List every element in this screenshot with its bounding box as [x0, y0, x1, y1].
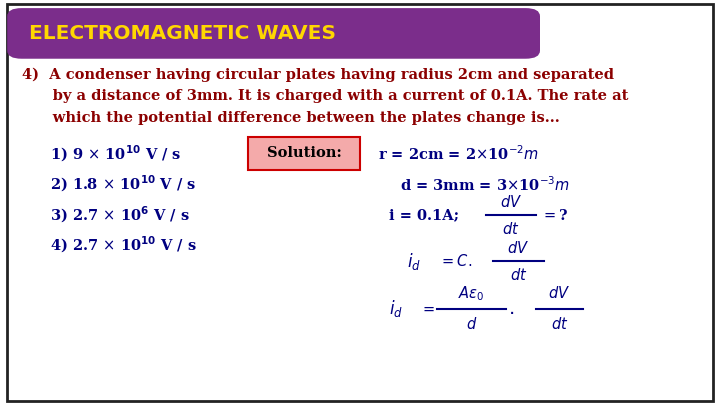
Text: $dt$: $dt$	[503, 221, 520, 237]
Text: $dV$: $dV$	[500, 194, 522, 210]
Text: $dt$: $dt$	[551, 316, 568, 332]
Text: $i_d$: $i_d$	[407, 251, 421, 272]
Text: $.$: $.$	[508, 300, 514, 318]
Text: i = 0.1A;: i = 0.1A;	[389, 209, 459, 222]
Text: d = 3mm = 3$\times$10$^{-3}$$m$: d = 3mm = 3$\times$10$^{-3}$$m$	[400, 175, 570, 194]
Text: $dt$: $dt$	[510, 266, 527, 283]
Text: which the potential difference between the plates change is...: which the potential difference between t…	[22, 111, 559, 125]
Text: by a distance of 3mm. It is charged with a current of 0.1A. The rate at: by a distance of 3mm. It is charged with…	[22, 90, 628, 103]
Text: 2) 1.8 $\times$ 10$^{\mathbf{10}}$ V / s: 2) 1.8 $\times$ 10$^{\mathbf{10}}$ V / s	[50, 174, 197, 194]
Text: $= C.$: $= C.$	[439, 253, 472, 269]
Text: $d$: $d$	[466, 316, 477, 332]
Text: 4) 2.7 $\times$ 10$^{\mathbf{10}}$ V / s: 4) 2.7 $\times$ 10$^{\mathbf{10}}$ V / s	[50, 235, 197, 255]
Text: 4)  A condenser having circular plates having radius 2cm and separated: 4) A condenser having circular plates ha…	[22, 68, 613, 82]
Text: $=$?: $=$?	[541, 208, 570, 223]
Text: Solution:: Solution:	[267, 147, 342, 160]
Text: $i_d$: $i_d$	[389, 298, 403, 319]
Text: ELECTROMAGNETIC WAVES: ELECTROMAGNETIC WAVES	[29, 24, 336, 43]
Text: $dV$: $dV$	[508, 240, 529, 256]
Text: 1) 9 $\times$ 10$^{\mathbf{10}}$ V / s: 1) 9 $\times$ 10$^{\mathbf{10}}$ V / s	[50, 144, 182, 164]
Text: r = 2cm = 2$\times$10$^{-2}$$m$: r = 2cm = 2$\times$10$^{-2}$$m$	[378, 144, 539, 163]
FancyBboxPatch shape	[7, 8, 540, 59]
FancyBboxPatch shape	[248, 137, 360, 170]
Text: $A\epsilon_0$: $A\epsilon_0$	[459, 284, 485, 303]
Text: 3) 2.7 $\times$ 10$^{\mathbf{6}}$ V / s: 3) 2.7 $\times$ 10$^{\mathbf{6}}$ V / s	[50, 205, 190, 225]
Text: $dV$: $dV$	[549, 285, 570, 301]
Text: $=$: $=$	[420, 302, 435, 315]
